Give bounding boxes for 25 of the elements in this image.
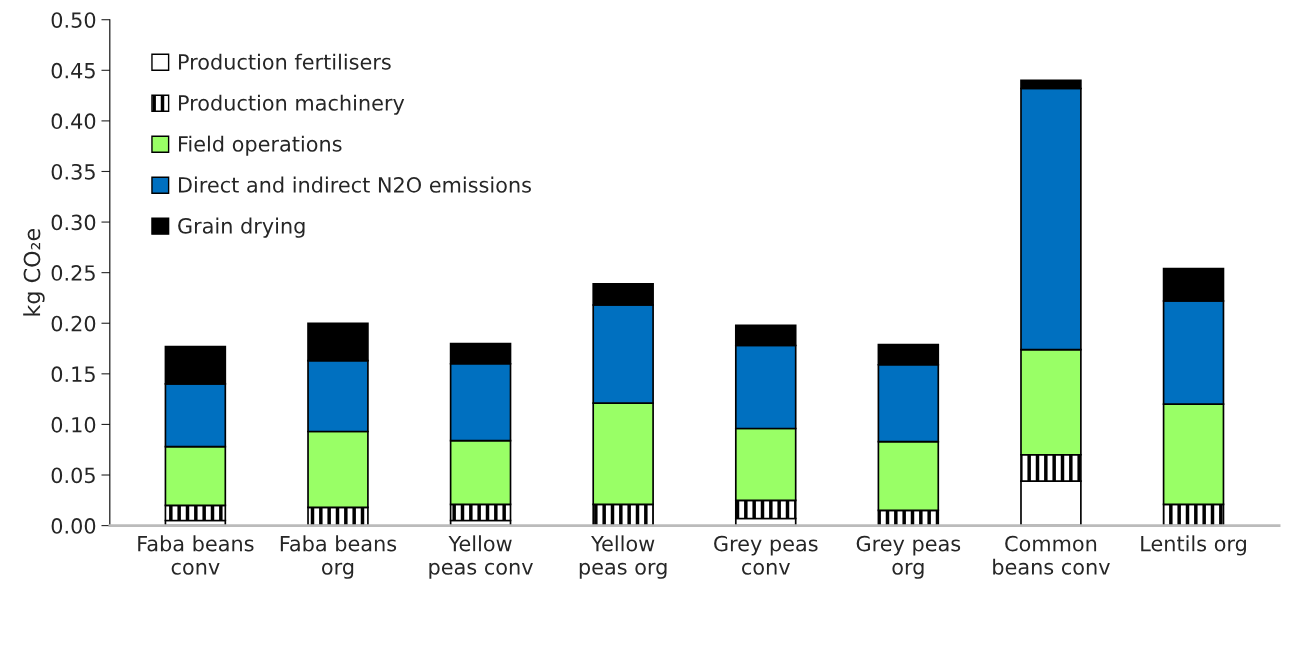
x-tick-label: Grey peas conv bbox=[714, 535, 818, 575]
y-tick-label: 0.00 bbox=[51, 518, 96, 534]
legend-label: Field operations bbox=[179, 135, 342, 156]
legend-label: Grain drying bbox=[178, 217, 305, 238]
legend-label: Production machinery bbox=[179, 94, 405, 115]
y-tick-label: 0.40 bbox=[51, 113, 96, 130]
y-tick-label: 0.45 bbox=[51, 62, 95, 79]
y-tick-label: 0.25 bbox=[51, 265, 95, 281]
x-tick-label: Faba beans org bbox=[280, 535, 397, 579]
y-tick-label: 0.10 bbox=[51, 416, 96, 433]
x-tick-label: Faba beans conv bbox=[138, 535, 254, 575]
x-tick-label: Lentils org bbox=[1141, 535, 1246, 556]
y-tick-label: 0.35 bbox=[51, 163, 95, 180]
y-tick-label: 0.50 bbox=[51, 12, 96, 28]
y-axis-title: kg CO₂e bbox=[23, 229, 45, 316]
x-tick-label: Yellow peas conv bbox=[429, 535, 533, 579]
legend-label: Direct and indirect N2O emissions bbox=[179, 176, 531, 193]
y-tick-label: 0.30 bbox=[51, 214, 96, 231]
legend-label: Production fertilisers bbox=[179, 53, 391, 70]
y-tick-label: 0.20 bbox=[51, 315, 96, 332]
y-tick-label: 0.15 bbox=[51, 366, 95, 383]
x-tick-label: Common beans conv bbox=[993, 535, 1110, 575]
x-tick-label: Yellow peas org bbox=[579, 535, 667, 579]
x-tick-label: Grey peas org bbox=[856, 535, 961, 579]
y-tick-label: 0.05 bbox=[51, 467, 95, 484]
